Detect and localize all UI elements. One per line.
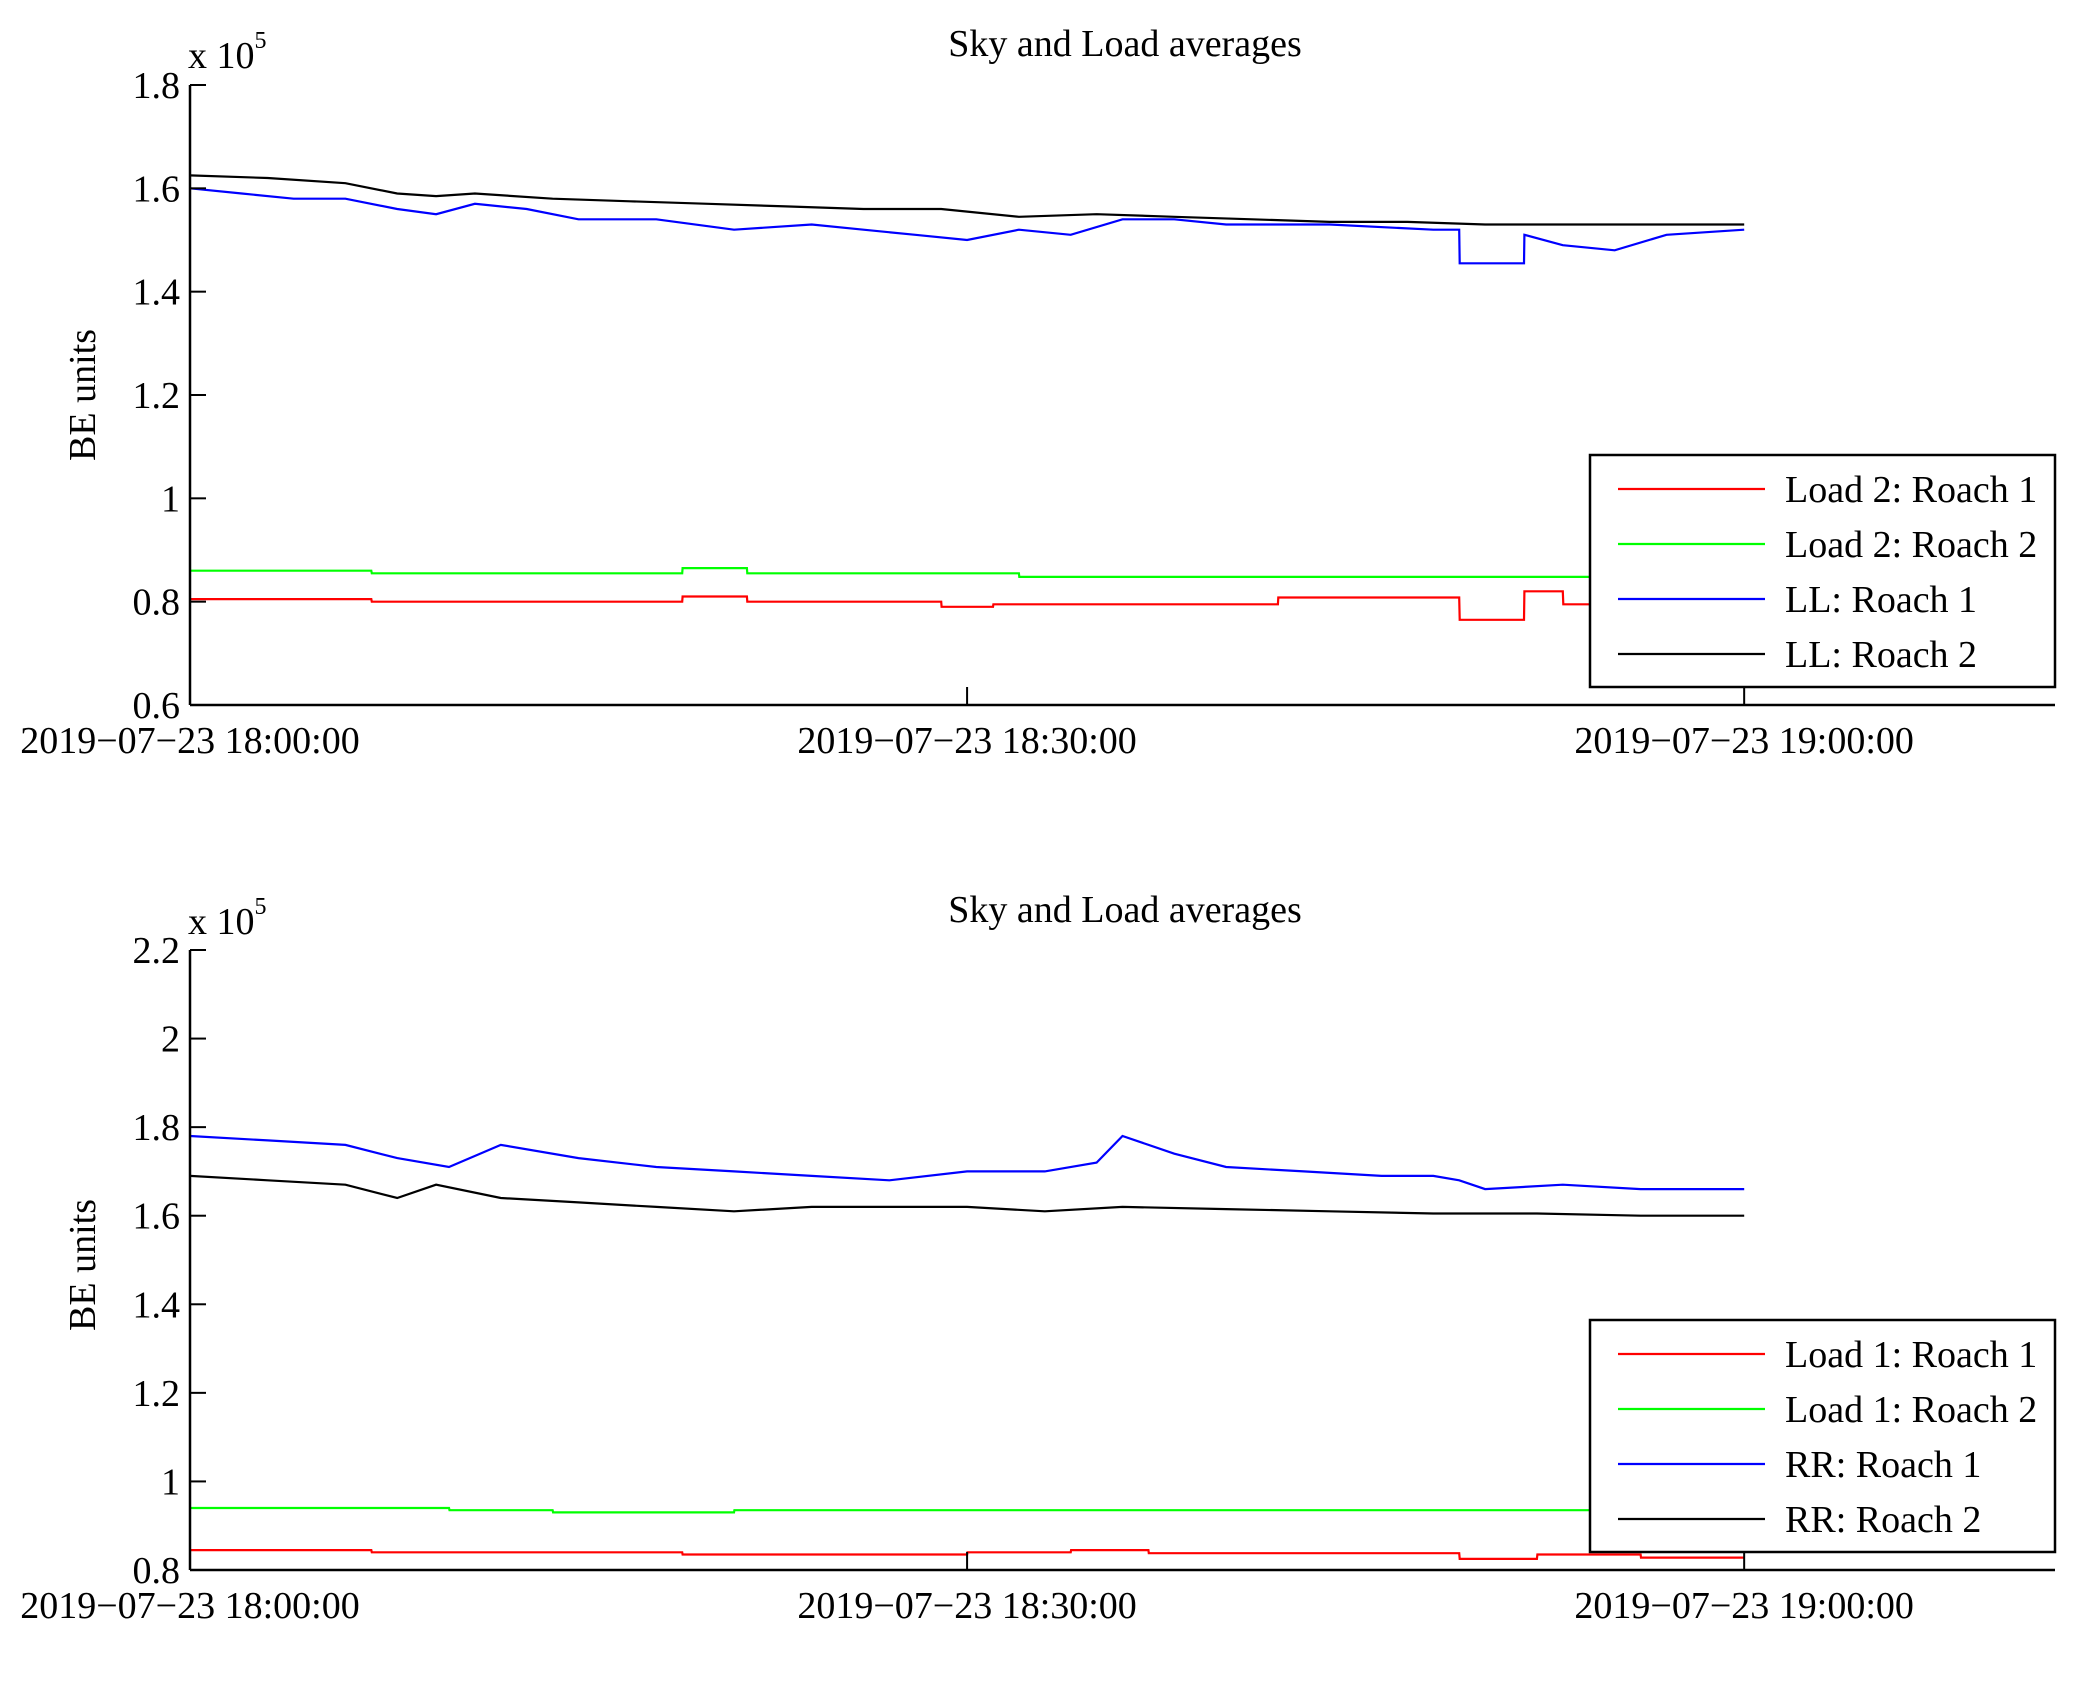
exponent-power: 5 — [255, 28, 267, 54]
series-line-3 — [189, 1174, 1745, 1217]
y-tick-label: 1.8 — [133, 1107, 181, 1149]
y-tick-label: 1 — [161, 478, 180, 520]
x-tick-label: 2019−07−23 18:00:00 — [20, 720, 359, 762]
series-line-1 — [190, 1506, 1745, 1514]
series-line-1 — [190, 566, 1745, 579]
x-tick-label: 2019−07−23 19:00:00 — [1574, 720, 1913, 762]
legend-label: RR: Roach 1 — [1785, 1444, 1981, 1486]
y-tick-label: 1.2 — [133, 1373, 181, 1415]
legend-box — [1588, 1318, 2057, 1554]
series-line-0 — [190, 590, 1745, 621]
legend: Load 2: Roach 1 Load 2: Roach 2 LL: Roach … — [1588, 453, 2057, 689]
legend-label: Load 2: Roach 1 — [1785, 469, 2037, 511]
x-tick-label: 2019−07−23 18:00:00 — [20, 1585, 359, 1627]
exponent-label: x 105 — [188, 894, 267, 943]
y-tick-label: 1.2 — [133, 375, 181, 417]
legend-label: LL: Roach 1 — [1785, 579, 1977, 621]
y-tick-label: 1.8 — [133, 65, 181, 107]
legend-label: LL: Roach 2 — [1785, 634, 1977, 676]
x-tick-label: 2019−07−23 19:00:00 — [1574, 1585, 1913, 1627]
series-line-2 — [189, 1134, 1745, 1191]
legend-label: RR: Roach 2 — [1785, 1499, 1981, 1541]
y-axis-label: BE units — [62, 1199, 104, 1331]
y-tick-label: 2 — [161, 1019, 180, 1061]
y-tick-label: 1.4 — [133, 272, 181, 314]
y-tick-label: 1.4 — [133, 1284, 181, 1326]
y-tick-label: 1.6 — [133, 1196, 181, 1238]
y-tick-label: 0.8 — [133, 1550, 181, 1592]
series-line-0 — [190, 1548, 1745, 1561]
y-tick-label: 1.6 — [133, 168, 181, 210]
legend-box — [1588, 453, 2057, 689]
y-tick-label: 0.6 — [133, 685, 181, 727]
legend-label: Load 2: Roach 2 — [1785, 524, 2037, 566]
exponent-prefix: x 10 — [188, 35, 255, 77]
exponent-prefix: x 10 — [188, 901, 255, 943]
series-line-2 — [189, 187, 1745, 265]
exponent-power: 5 — [255, 894, 267, 920]
exponent-label: x 105 — [188, 28, 267, 77]
legend-label: Load 1: Roach 1 — [1785, 1334, 2037, 1376]
series-line-3 — [189, 174, 1745, 226]
y-tick-label: 1 — [161, 1461, 180, 1503]
chart-top: 0.6 0.8 1 1.2 1.4 1.6 1.8 2019−07−23 18:00:00 20… — [20, 23, 2057, 762]
chart-title: Sky and Load averages — [948, 23, 1302, 65]
legend-label: Load 1: Roach 2 — [1785, 1389, 2037, 1431]
y-axis-label: BE units — [62, 329, 104, 461]
chart-title: Sky and Load averages — [948, 889, 1302, 931]
y-tick-label: 2.2 — [133, 930, 181, 972]
chart-bottom: 0.8 1 1.2 1.4 1.6 1.8 2 2.2 2019−07−23 18:00:00 2… — [20, 889, 2057, 1627]
legend: Load 1: Roach 1 Load 1: Roach 2 RR: Roach … — [1588, 1318, 2057, 1554]
x-tick-label: 2019−07−23 18:30:00 — [797, 1585, 1136, 1627]
y-tick-label: 0.8 — [133, 582, 181, 624]
x-tick-label: 2019−07−23 18:30:00 — [797, 720, 1136, 762]
